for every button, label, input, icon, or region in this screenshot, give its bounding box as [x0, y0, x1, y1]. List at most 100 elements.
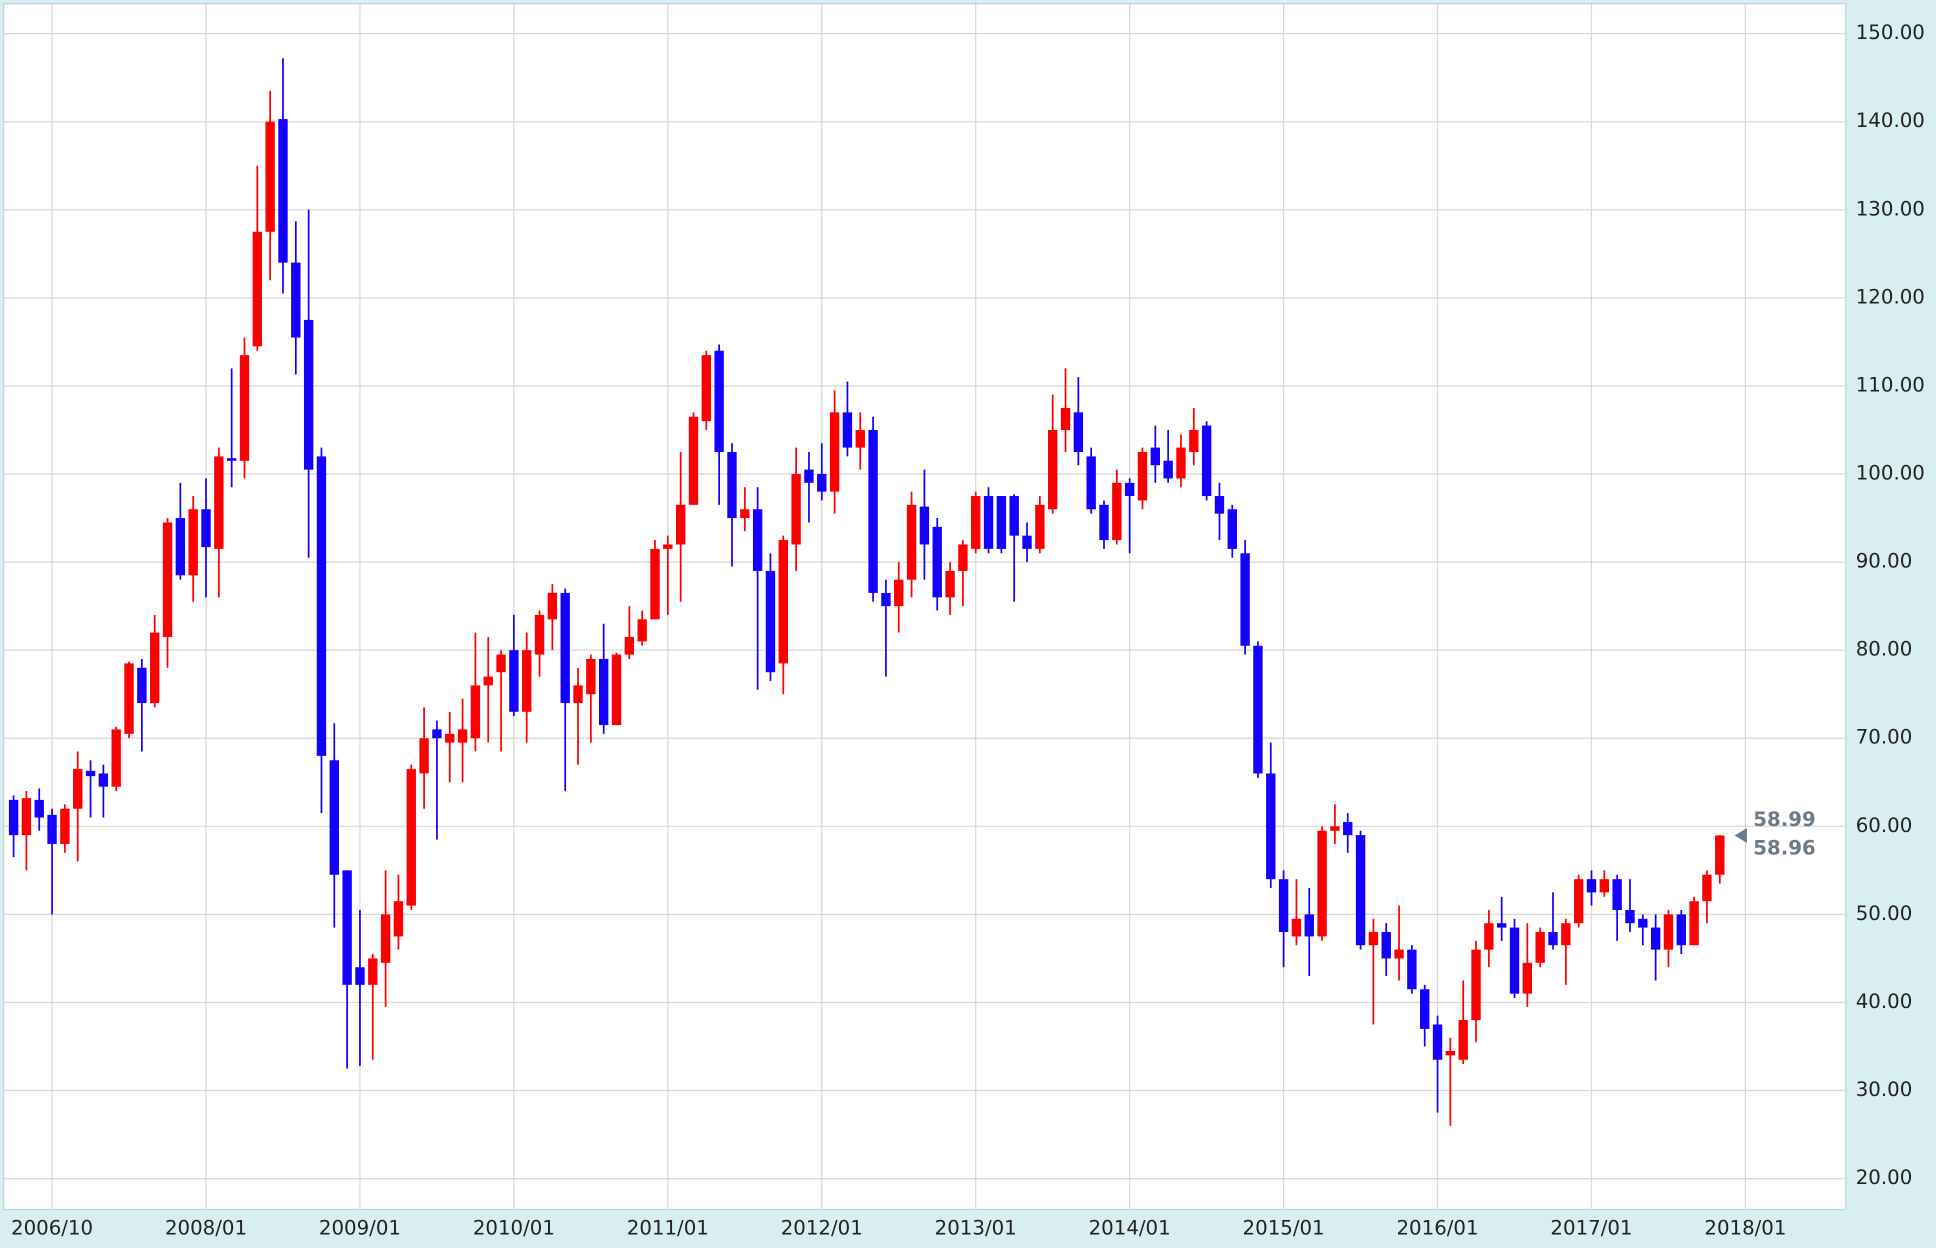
candle-body: [1650, 927, 1661, 950]
candle-body: [1420, 989, 1430, 1029]
candle-body: [971, 496, 981, 549]
candle-body: [1548, 932, 1558, 946]
candle-body: [380, 914, 391, 963]
candle-body: [637, 619, 647, 642]
candle-body: [855, 429, 865, 448]
candle-body: [1112, 482, 1122, 541]
candle-body: [1343, 821, 1353, 836]
candle-body: [1586, 879, 1597, 893]
y-tick-label: 150.00: [1856, 21, 1925, 44]
candle-body: [1253, 645, 1263, 774]
x-tick-label: 2018/01: [1704, 1217, 1786, 1240]
y-tick-label: 80.00: [1856, 638, 1913, 661]
candle-body: [611, 654, 622, 726]
candle-body: [688, 416, 699, 505]
candle-body: [919, 506, 930, 545]
candle-body: [945, 570, 955, 598]
price-label: 58.96: [1753, 837, 1815, 860]
y-tick-label: 30.00: [1856, 1078, 1913, 1101]
candle-body: [1266, 773, 1276, 880]
candle-body: [573, 685, 583, 704]
y-tick-label: 40.00: [1856, 990, 1913, 1013]
candle-body: [1137, 452, 1148, 501]
candle-body: [124, 663, 134, 734]
candle-body: [1330, 826, 1340, 831]
x-tick-label: 2006/10: [11, 1217, 93, 1240]
candle-body: [1471, 949, 1481, 1021]
candle-body: [817, 474, 827, 492]
candle-body: [226, 458, 237, 461]
candle-body: [727, 452, 737, 519]
candle-body: [303, 319, 314, 470]
candle-body: [1355, 835, 1366, 946]
candle-body: [1150, 447, 1161, 466]
candle-body: [1060, 407, 1071, 430]
candle-body: [791, 474, 801, 545]
candle-body: [291, 262, 301, 338]
y-tick-label: 140.00: [1856, 109, 1925, 132]
y-tick-label: 100.00: [1856, 462, 1925, 485]
candle-body: [996, 496, 1007, 549]
x-tick-label: 2009/01: [319, 1217, 401, 1240]
candle-body: [1368, 932, 1379, 946]
x-tick-label: 2012/01: [781, 1217, 863, 1240]
candle-body: [1035, 504, 1045, 549]
candle-body: [1689, 901, 1699, 946]
candle-body: [624, 636, 635, 655]
candle-body: [47, 814, 57, 844]
candle-body: [1612, 879, 1622, 910]
candle-body: [1047, 429, 1058, 510]
candle-body: [1715, 835, 1725, 875]
y-tick-label: 120.00: [1856, 285, 1925, 308]
y-tick-label: 50.00: [1856, 902, 1913, 925]
candle-body: [111, 729, 121, 787]
candle-body: [34, 799, 44, 818]
price-label: 58.99: [1753, 808, 1815, 831]
candle-body: [1535, 932, 1545, 963]
candle-body: [1638, 918, 1648, 928]
candle-body: [752, 509, 763, 571]
candle-body: [1124, 482, 1135, 497]
candle-body: [1099, 504, 1109, 541]
candle-body: [470, 685, 481, 739]
candle-body: [1227, 509, 1237, 549]
x-tick-label: 2017/01: [1550, 1217, 1632, 1240]
candle-body: [842, 412, 853, 448]
candle-body: [1663, 914, 1674, 950]
candle-body: [598, 658, 609, 726]
candle-body: [1625, 909, 1635, 924]
candle-body: [522, 650, 532, 712]
candle-body: [1214, 496, 1225, 514]
candle-body: [406, 769, 416, 906]
candle-body: [1009, 496, 1019, 536]
candle-body: [419, 738, 429, 774]
candle-body: [8, 799, 19, 836]
candle-body: [329, 760, 339, 875]
candle-body: [214, 456, 224, 549]
candle-body: [1278, 879, 1289, 933]
candle-body: [137, 667, 147, 704]
candle-body: [457, 729, 468, 743]
candle-body: [1458, 1020, 1468, 1060]
candle-body: [714, 350, 724, 453]
x-tick-label: 2010/01: [473, 1217, 555, 1240]
candle-body: [1201, 425, 1212, 497]
candle-body: [483, 676, 493, 686]
candle-body: [265, 121, 275, 232]
candle-body: [1086, 456, 1096, 510]
candle-body: [1573, 879, 1584, 924]
candle-body: [1484, 923, 1494, 950]
candle-body: [586, 658, 596, 695]
candle-body: [868, 429, 878, 593]
candle-body: [1702, 874, 1712, 902]
candle-body: [740, 509, 750, 519]
candle-body: [355, 967, 365, 985]
candle-body: [60, 808, 70, 844]
x-tick-label: 2016/01: [1397, 1217, 1479, 1240]
candle-body: [547, 592, 558, 620]
candle-body: [560, 592, 570, 704]
candle-body: [701, 355, 712, 422]
candle-body: [1509, 927, 1520, 994]
candle-body: [932, 526, 942, 598]
